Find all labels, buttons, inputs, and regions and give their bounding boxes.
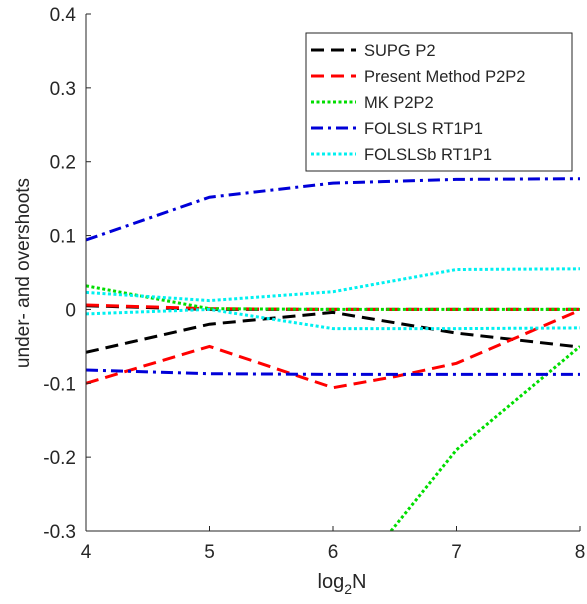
series-line-4-1 [86, 307, 580, 331]
legend-label: FOLSLSb RT1P1 [364, 146, 492, 164]
y-tick-label: 0.2 [50, 153, 76, 174]
y-axis-label: under- and overshoots [13, 178, 34, 368]
plot-area [86, 177, 580, 531]
legend-label: MK P2P2 [364, 94, 434, 112]
legend-label: FOLSLS RT1P1 [364, 120, 483, 138]
x-tick-label: 6 [328, 542, 339, 563]
x-tick-label: 8 [575, 542, 586, 563]
series-line-2-1 [389, 345, 580, 531]
y-tick-label: 0 [65, 300, 76, 321]
y-tick-label: 0.3 [50, 79, 76, 100]
y-tick-label: -0.2 [43, 448, 76, 469]
axes: -0.3 -0.2 -0.1 0 0.1 0.2 0.3 0.4 4 5 6 7 8 [43, 5, 585, 563]
series-line-2-0 [86, 284, 580, 311]
legend-label: Present Method P2P2 [364, 68, 525, 86]
x-tick-label: 5 [204, 542, 215, 563]
series-line-3-1 [86, 368, 580, 376]
series-line-1-1 [86, 308, 580, 390]
y-tick-label: 0.4 [50, 5, 77, 26]
series-line-0-1 [86, 310, 580, 354]
legend: SUPG P2 Present Method P2P2 MK P2P2 FOLSLS … [305, 32, 573, 172]
x-tick-label: 4 [81, 542, 92, 563]
x-axis-label-subscript: 2 [344, 581, 352, 597]
x-axis-label-main: log [318, 571, 345, 593]
y-tick-label: -0.1 [43, 374, 76, 395]
x-axis-label: log2N [318, 571, 367, 597]
series-line-3-0 [86, 177, 580, 242]
y-tick-label: -0.3 [43, 522, 76, 543]
x-axis-label-suffix: N [352, 571, 366, 593]
y-tick-label: 0.1 [50, 227, 76, 248]
series-line-4-0 [86, 267, 580, 303]
x-tick-label: 7 [451, 542, 462, 563]
legend-label: SUPG P2 [364, 42, 436, 60]
